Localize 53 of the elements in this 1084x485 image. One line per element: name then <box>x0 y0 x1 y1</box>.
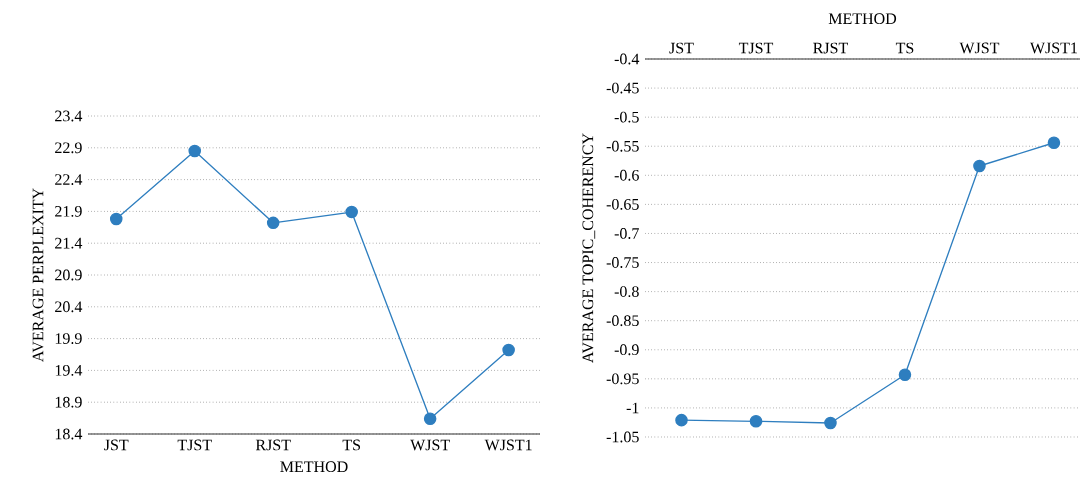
y-tick-label: 21.4 <box>55 237 83 249</box>
x-axis-title: METHOD <box>280 461 348 473</box>
y-tick-label: 23.4 <box>55 110 83 122</box>
point <box>973 159 986 173</box>
x-tick-label: WJST1 <box>484 439 532 451</box>
x-tick-label: JST <box>669 42 694 54</box>
point <box>266 216 280 230</box>
x-tick-label: TJST <box>177 439 212 451</box>
y-tick-label: 19.9 <box>55 333 82 345</box>
point <box>898 368 912 382</box>
y-tick-label: -0.55 <box>606 140 639 152</box>
x-tick-label: RJST <box>813 42 848 54</box>
point <box>345 205 358 219</box>
y-tick-label: 22.9 <box>55 142 82 154</box>
x-tick-label: TS <box>342 439 361 451</box>
x-axis-title: METHOD <box>828 13 897 25</box>
y-tick-label: -0.65 <box>606 198 639 210</box>
point <box>423 412 437 426</box>
y-tick-label: -0.7 <box>614 228 639 239</box>
y-tick-label: 22.4 <box>55 174 83 186</box>
y-tick-label: 19.4 <box>55 364 83 376</box>
y-tick-label: -0.6 <box>614 169 639 181</box>
y-tick-label: 21.9 <box>55 205 82 217</box>
y-tick-label: -0.9 <box>614 344 639 356</box>
y-tick-label: -0.85 <box>606 315 639 327</box>
y-tick-label: -0.8 <box>614 286 639 298</box>
point <box>675 413 688 427</box>
y-axis-title: AVERAGE PERPLEXITY <box>32 188 44 363</box>
x-tick-label: TJST <box>738 42 774 54</box>
point <box>824 416 837 430</box>
y-tick-label: -0.75 <box>606 257 639 268</box>
point <box>749 415 763 428</box>
y-tick-label: -1 <box>626 402 639 414</box>
y-tick-label: -0.4 <box>614 53 640 65</box>
y-tick-label: 18.4 <box>55 428 83 440</box>
x-tick-label: WJST <box>410 439 450 451</box>
y-tick-label: 20.4 <box>55 301 83 313</box>
x-tick-label: JST <box>104 439 129 451</box>
y-tick-label: -0.45 <box>606 82 639 94</box>
x-tick-label: WJST <box>959 42 1000 54</box>
point <box>188 144 201 158</box>
y-tick-label: -0.95 <box>606 373 639 385</box>
x-tick-label: RJST <box>255 439 291 451</box>
point <box>109 212 123 226</box>
point <box>502 343 515 357</box>
y-tick-label: 20.9 <box>55 269 82 281</box>
x-tick-label: TS <box>895 42 914 54</box>
y-tick-label: 18.9 <box>55 396 82 408</box>
point <box>1047 136 1061 150</box>
y-tick-label: -0.5 <box>614 111 639 123</box>
x-tick-label: WJST1 <box>1029 42 1077 54</box>
y-axis-title: AVERAGE TOPIC_COHERENCY <box>582 133 596 363</box>
y-tick-label: -1.05 <box>606 431 639 443</box>
